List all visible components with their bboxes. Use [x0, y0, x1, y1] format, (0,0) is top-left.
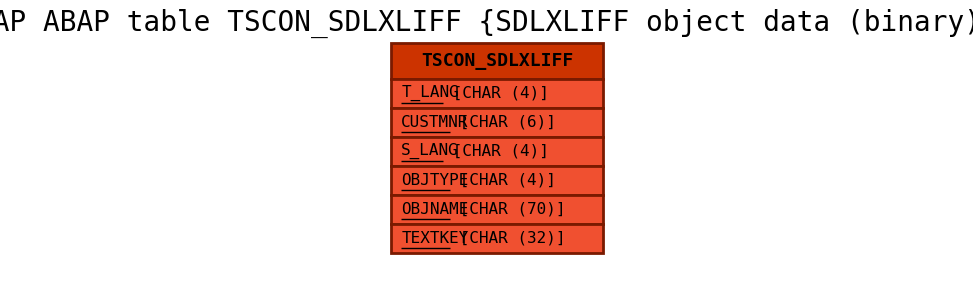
- FancyBboxPatch shape: [391, 224, 603, 253]
- Text: CUSTMNR: CUSTMNR: [401, 115, 469, 130]
- Text: [CHAR (6)]: [CHAR (6)]: [450, 115, 556, 130]
- Text: T_LANG: T_LANG: [401, 85, 459, 101]
- Text: [CHAR (32)]: [CHAR (32)]: [450, 231, 565, 246]
- Text: S_LANG: S_LANG: [401, 143, 459, 159]
- FancyBboxPatch shape: [391, 137, 603, 166]
- Text: OBJNAME: OBJNAME: [401, 202, 469, 217]
- Text: [CHAR (70)]: [CHAR (70)]: [450, 202, 565, 217]
- FancyBboxPatch shape: [391, 108, 603, 137]
- Text: TSCON_SDLXLIFF: TSCON_SDLXLIFF: [421, 52, 573, 70]
- Text: SAP ABAP table TSCON_SDLXLIFF {SDLXLIFF object data (binary)}: SAP ABAP table TSCON_SDLXLIFF {SDLXLIFF …: [0, 9, 973, 38]
- FancyBboxPatch shape: [391, 79, 603, 108]
- FancyBboxPatch shape: [391, 166, 603, 195]
- FancyBboxPatch shape: [391, 195, 603, 224]
- Text: OBJTYPE: OBJTYPE: [401, 173, 469, 188]
- FancyBboxPatch shape: [391, 43, 603, 79]
- Text: [CHAR (4)]: [CHAR (4)]: [443, 86, 549, 101]
- Text: [CHAR (4)]: [CHAR (4)]: [450, 173, 556, 188]
- Text: [CHAR (4)]: [CHAR (4)]: [443, 144, 549, 159]
- Text: TEXTKEY: TEXTKEY: [401, 231, 469, 246]
